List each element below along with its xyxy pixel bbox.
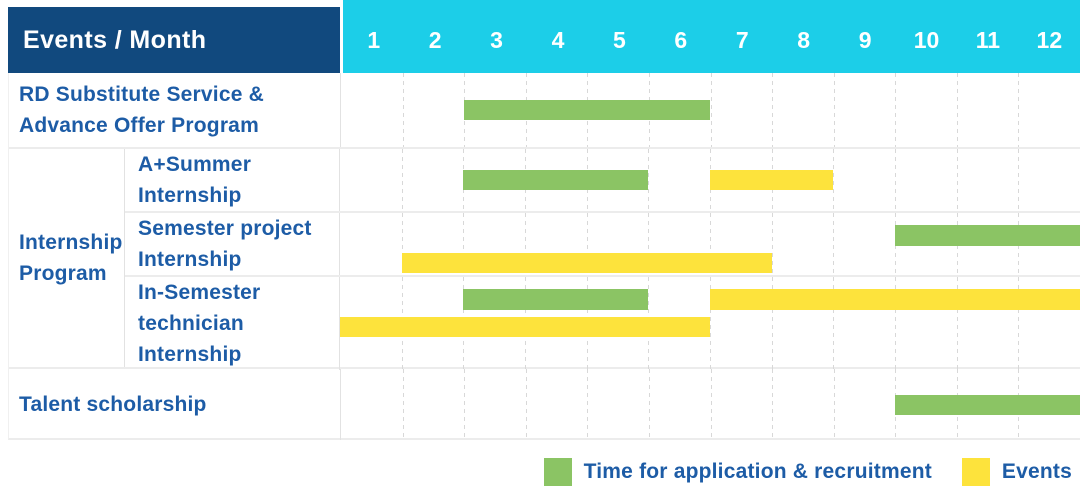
month-gridline [401,213,403,275]
rd-substitute-advance-offer-application-recruitment-bar [464,100,711,120]
timeline-grid-in-semester-technician [340,277,1080,370]
row-label-line: Internship [138,248,242,271]
events-swatch-icon [961,458,990,486]
legend-item-application: Time for application & recruitment [543,458,932,486]
month-gridline [772,369,774,440]
row-talent-scholarship: Talent scholarship [9,367,1080,440]
legend: Time for application & recruitment Event… [543,458,1072,486]
row-semester-project: Semester project Internship [125,211,1080,275]
timeline-grid-a-plus-summer [340,149,1080,211]
month-gridline [587,369,589,440]
month-gridline [772,73,774,147]
row-label-in-semester-technician: In-Semester technician Internship [125,277,340,370]
month-gridline [833,369,835,440]
month-gridline [771,213,773,275]
timeline-grid-semester-project [340,213,1080,275]
month-label-5: 5 [613,27,626,53]
row-label-line: Advance Offer Program [19,114,259,137]
month-gridline [1018,149,1020,211]
semester-project-internship-application-recruitment-bar [895,225,1080,246]
month-label-1: 1 [367,27,381,53]
row-label-talent-scholarship: Talent scholarship [9,369,341,440]
month-label-12: 12 [1036,27,1063,53]
month-gridline [402,369,404,440]
month-gridline [833,149,835,211]
internship-subrows: A+Summer Internship Semester project Int… [125,149,1080,370]
row-label-semester-project: Semester project Internship [125,213,340,275]
month-gridline [833,277,835,370]
row-label-rd-substitute: RD Substitute Service & Advance Offer Pr… [9,73,341,147]
month-gridline [648,369,650,440]
month-gridline [895,149,896,211]
month-label-10: 10 [913,27,940,53]
row-in-semester-technician: In-Semester technician Internship [125,275,1080,370]
row-label-line: Talent scholarship [19,393,207,416]
month-gridline [895,277,896,370]
row-label-line: technician Internship [138,312,244,366]
month-gridline [956,149,958,211]
in-semester-technician-internship-application-recruitment-bar [463,289,649,310]
group-label-internship-program: Internship Program [9,149,125,367]
group-label-line: Program [19,262,107,285]
month-gridline [771,277,773,370]
in-semester-technician-internship-events-bar [710,289,1080,310]
month-gridline [401,149,403,211]
month-gridline [956,73,958,147]
month-gridline [833,213,835,275]
row-label-line: A+Summer [138,153,252,176]
month-label-11: 11 [975,27,1001,53]
row-label-a-plus-summer: A+Summer Internship [125,149,340,211]
row-label-line: In-Semester [138,281,261,304]
events-month-header: Events / Month [8,7,340,73]
timeline-grid-talent-scholarship [341,369,1080,440]
month-gridline [710,73,712,147]
row-label-line: Semester project [138,217,312,240]
month-gridline [1018,277,1020,370]
row-group-internship-program: Internship Program A+Summer Internship S… [9,147,1080,370]
legend-item-events: Events [961,458,1072,486]
group-label-line: Internship [19,231,123,254]
timeline-table: RD Substitute Service & Advance Offer Pr… [8,73,1080,440]
month-gridline [710,369,712,440]
month-header-row: 1 2 3 4 5 6 7 8 9 10 11 12 [343,0,1080,73]
a-plus-summer-internship-application-recruitment-bar [463,170,649,190]
month-gridline [648,213,650,275]
timeline-grid-rd-substitute [341,73,1080,147]
month-gridline [833,73,835,147]
month-gridline [464,369,466,440]
month-label-6: 6 [674,27,688,53]
month-gridline [1018,73,1020,147]
row-a-plus-summer: A+Summer Internship [125,149,1080,211]
row-label-line: RD Substitute Service & [19,83,264,106]
row-rd-substitute: RD Substitute Service & Advance Offer Pr… [9,73,1080,147]
in-semester-technician-internship-events-bar [340,317,710,337]
talent-scholarship-application-recruitment-bar [895,394,1080,415]
month-label-3: 3 [490,27,503,53]
month-gridline [710,213,711,275]
a-plus-summer-internship-events-bar [710,170,834,190]
month-label-7: 7 [735,27,749,53]
legend-label-application: Time for application & recruitment [583,460,932,483]
application-recruitment-swatch-icon [543,458,572,486]
month-gridline [648,149,650,211]
month-label-4: 4 [551,27,565,53]
month-gridline [710,277,711,370]
month-gridline [402,73,404,147]
month-label-2: 2 [428,27,442,53]
month-label-9: 9 [858,27,872,53]
legend-label-events: Events [1001,460,1072,483]
semester-project-internship-events-bar [401,253,772,273]
month-gridline [956,277,958,370]
month-gridline [525,213,526,275]
month-gridline [525,369,527,440]
month-gridline [895,73,897,147]
month-gridline [586,213,588,275]
events-month-title: Events / Month [23,25,207,54]
month-gridline [463,213,465,275]
month-label-8: 8 [797,27,811,53]
row-label-line: Internship [138,184,242,207]
